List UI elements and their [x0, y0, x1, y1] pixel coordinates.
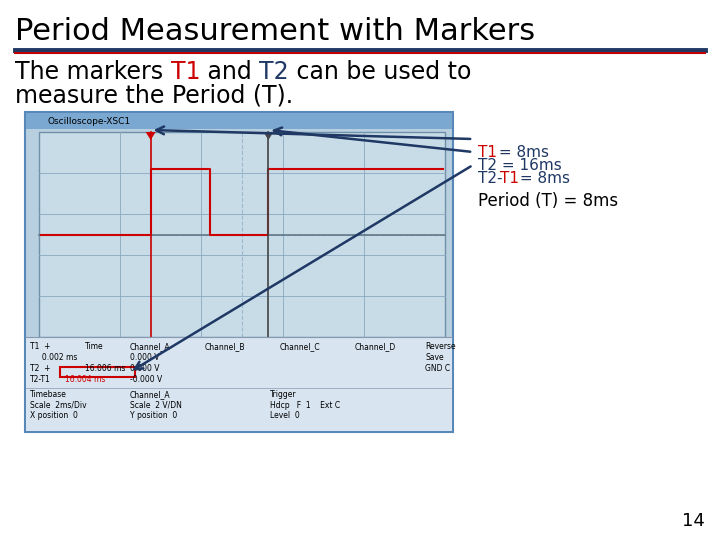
Text: = 8ms: = 8ms — [515, 171, 570, 186]
Bar — [26, 338, 452, 431]
Text: Oscilloscope-XSC1: Oscilloscope-XSC1 — [47, 117, 130, 125]
Text: Scale  2ms/Div: Scale 2ms/Div — [30, 401, 86, 410]
Text: Y position  0: Y position 0 — [130, 411, 177, 420]
Text: T2: T2 — [259, 60, 289, 84]
Text: Time: Time — [85, 342, 104, 351]
Text: 0.002 ms: 0.002 ms — [30, 353, 77, 362]
Text: T1  +: T1 + — [30, 342, 50, 351]
Text: T2-T1: T2-T1 — [30, 375, 50, 384]
Text: T2  +: T2 + — [30, 364, 50, 373]
Polygon shape — [145, 132, 156, 140]
Text: Level  0: Level 0 — [270, 411, 300, 420]
Text: Timebase: Timebase — [30, 390, 67, 399]
Text: 0.000 V: 0.000 V — [130, 353, 160, 362]
Text: 0.000 V: 0.000 V — [130, 364, 160, 373]
Text: Channel_C: Channel_C — [280, 342, 320, 351]
Text: Period (T) = 8ms: Period (T) = 8ms — [478, 192, 618, 210]
Text: 16.006 ms: 16.006 ms — [85, 364, 125, 373]
Text: can be used to: can be used to — [289, 60, 472, 84]
Text: Trigger: Trigger — [270, 390, 297, 399]
Text: GND C: GND C — [425, 364, 450, 373]
Text: Channel_A: Channel_A — [130, 390, 171, 399]
Text: = 8ms: = 8ms — [494, 145, 549, 160]
Text: 16.004 ms: 16.004 ms — [65, 375, 105, 384]
Text: Channel_A: Channel_A — [130, 342, 171, 351]
Bar — [26, 113, 452, 129]
Text: -0.000 V: -0.000 V — [130, 375, 162, 384]
Text: T1: T1 — [171, 60, 200, 84]
Text: Period Measurement with Markers: Period Measurement with Markers — [15, 17, 535, 46]
Text: X position  0: X position 0 — [30, 411, 78, 420]
Polygon shape — [264, 132, 274, 140]
Text: T1: T1 — [478, 145, 497, 160]
Bar — [60, 367, 135, 377]
Text: T2-: T2- — [478, 171, 503, 186]
Text: measure the Period (T).: measure the Period (T). — [15, 83, 293, 107]
Bar — [39, 132, 445, 337]
Text: Channel_D: Channel_D — [355, 342, 396, 351]
Text: Channel_B: Channel_B — [205, 342, 246, 351]
Bar — [25, 112, 453, 432]
Text: T2 = 16ms: T2 = 16ms — [478, 158, 562, 173]
Text: and: and — [200, 60, 259, 84]
Text: Reverse: Reverse — [425, 342, 456, 351]
Text: Save: Save — [425, 353, 444, 362]
Text: T1: T1 — [500, 171, 519, 186]
Text: Hdcp   F  1    Ext C: Hdcp F 1 Ext C — [270, 401, 340, 410]
Text: The markers: The markers — [15, 60, 171, 84]
Text: Scale  2 V/DN: Scale 2 V/DN — [130, 401, 182, 410]
Text: 14: 14 — [682, 512, 705, 530]
